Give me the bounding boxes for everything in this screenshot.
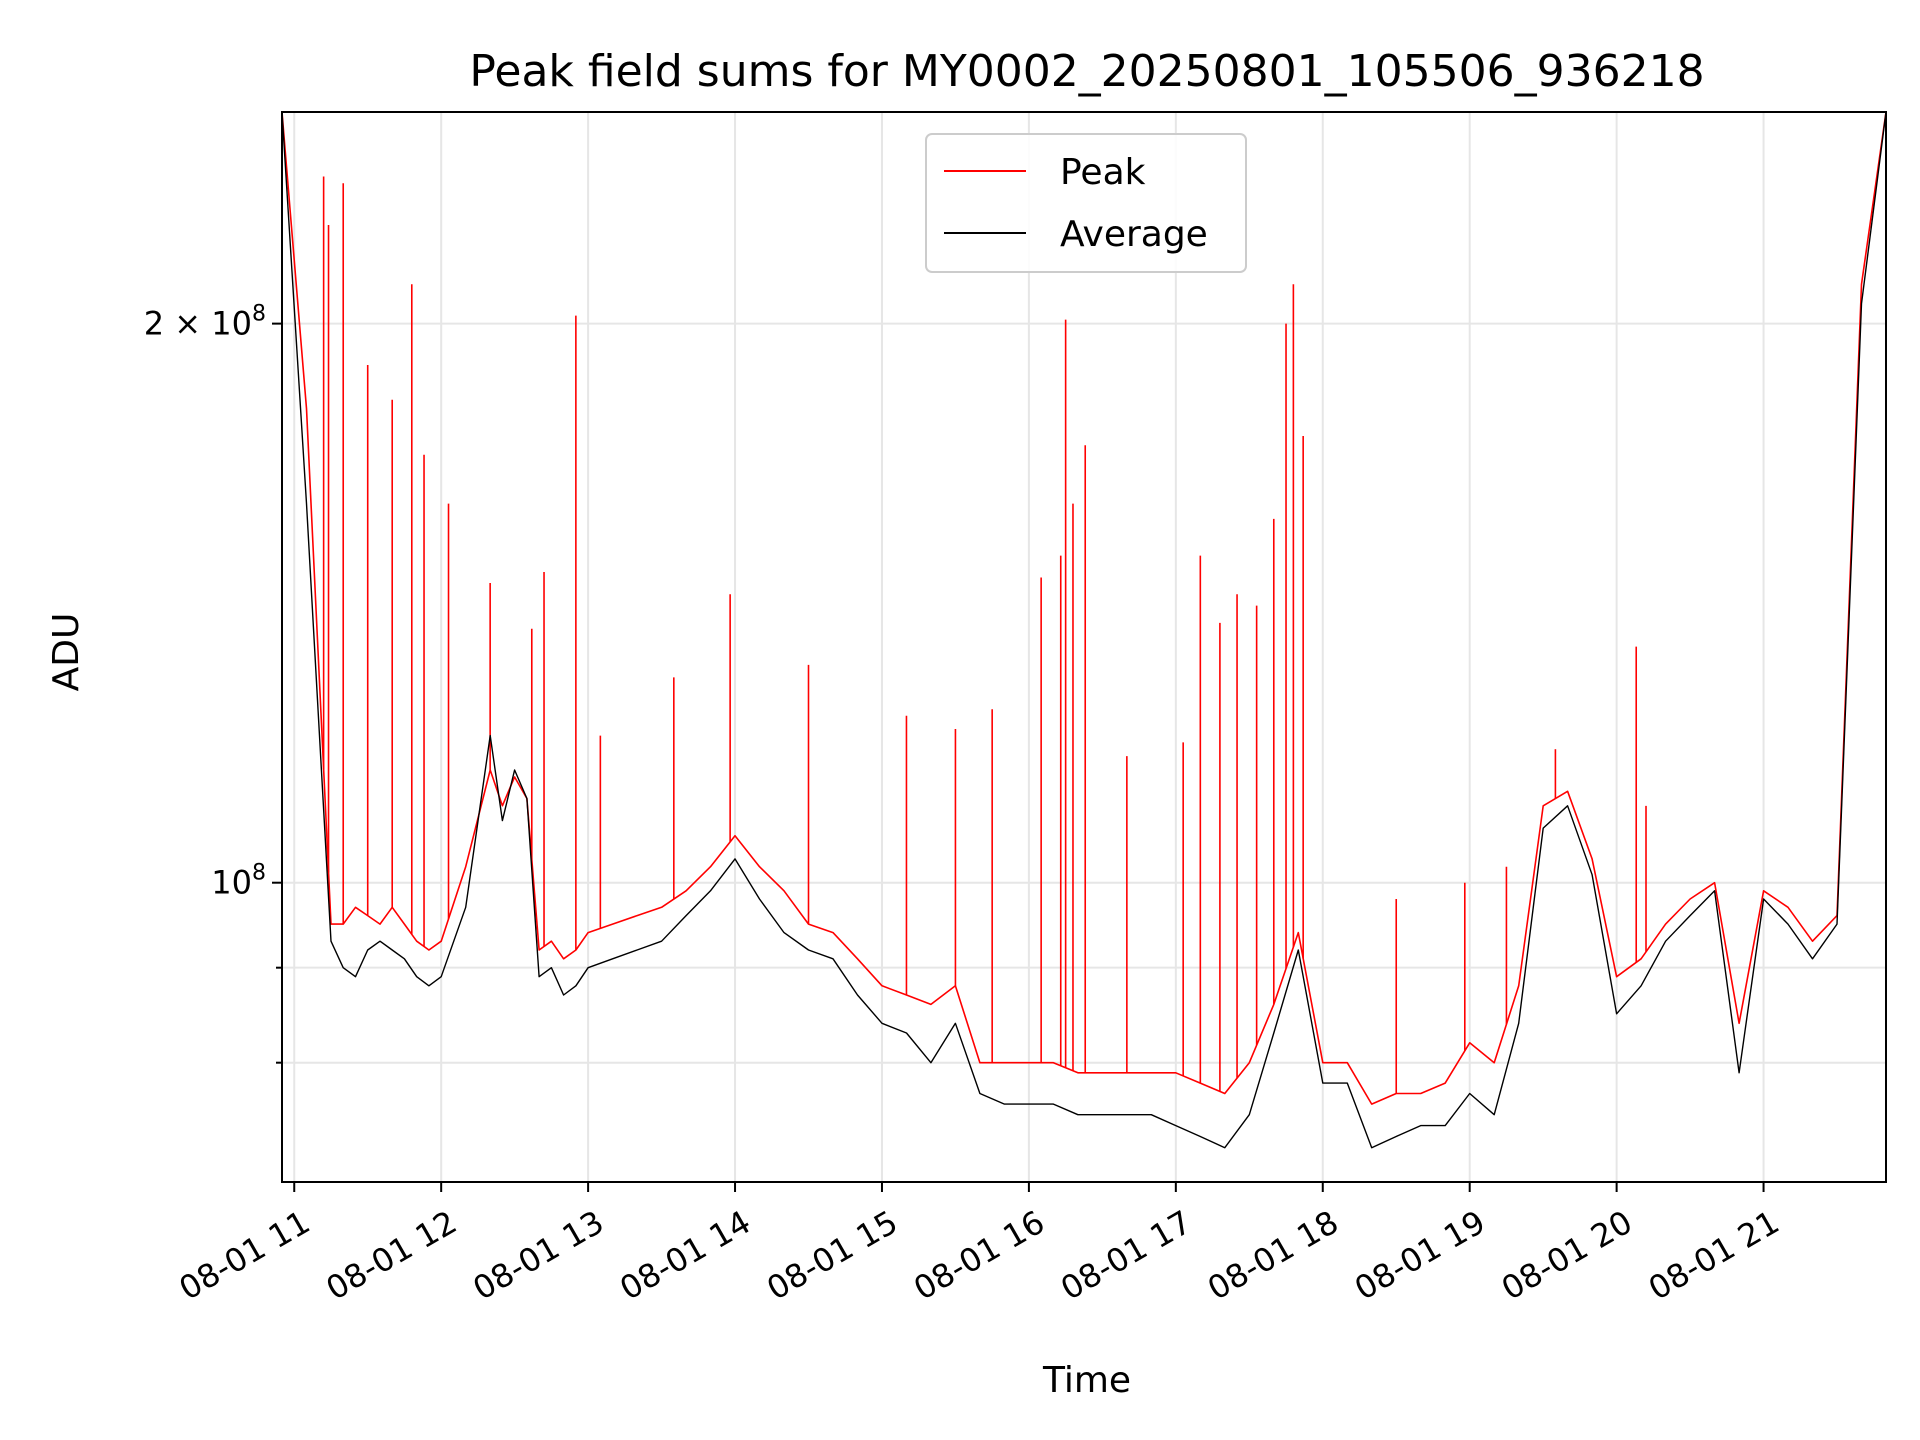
x-axis-label: Time xyxy=(1042,1360,1131,1401)
x-tick-label: 08-01 18 xyxy=(1201,1203,1345,1308)
chart-title: Peak field sums for MY0002_20250801_1055… xyxy=(469,46,1704,97)
x-tick-label: 08-01 14 xyxy=(613,1203,757,1308)
x-tick-label: 08-01 21 xyxy=(1642,1203,1786,1308)
x-tick-label: 08-01 15 xyxy=(760,1203,904,1308)
x-tick-label: 08-01 11 xyxy=(173,1203,317,1308)
legend-box xyxy=(925,133,1247,273)
y-tick-label: 108 xyxy=(211,861,266,902)
x-tick-label: 08-01 16 xyxy=(907,1203,1051,1308)
x-tick-label: 08-01 12 xyxy=(320,1203,464,1308)
series-line-average xyxy=(282,112,1886,1149)
x-tick-label: 08-01 17 xyxy=(1054,1203,1198,1308)
y-axis-label: ADU xyxy=(46,613,87,692)
legend: Peak Average xyxy=(925,133,1247,273)
grid-layer xyxy=(282,112,1886,1182)
legend-label-average: Average xyxy=(1060,214,1208,255)
series-layer xyxy=(282,112,1886,1149)
x-tick-label: 08-01 13 xyxy=(467,1203,611,1308)
y-tick-label: 2 × 108 xyxy=(144,302,266,343)
x-tick-label: 08-01 19 xyxy=(1348,1203,1492,1308)
plot-frame xyxy=(281,111,1887,1183)
axes-layer: 08-01 11 08-01 12 08-01 13 08-01 14 08-01 15… xyxy=(144,111,1887,1308)
legend-label-peak: Peak xyxy=(1060,152,1146,193)
x-tick-label: 08-01 20 xyxy=(1495,1203,1639,1308)
series-line-peak xyxy=(282,112,1886,1105)
